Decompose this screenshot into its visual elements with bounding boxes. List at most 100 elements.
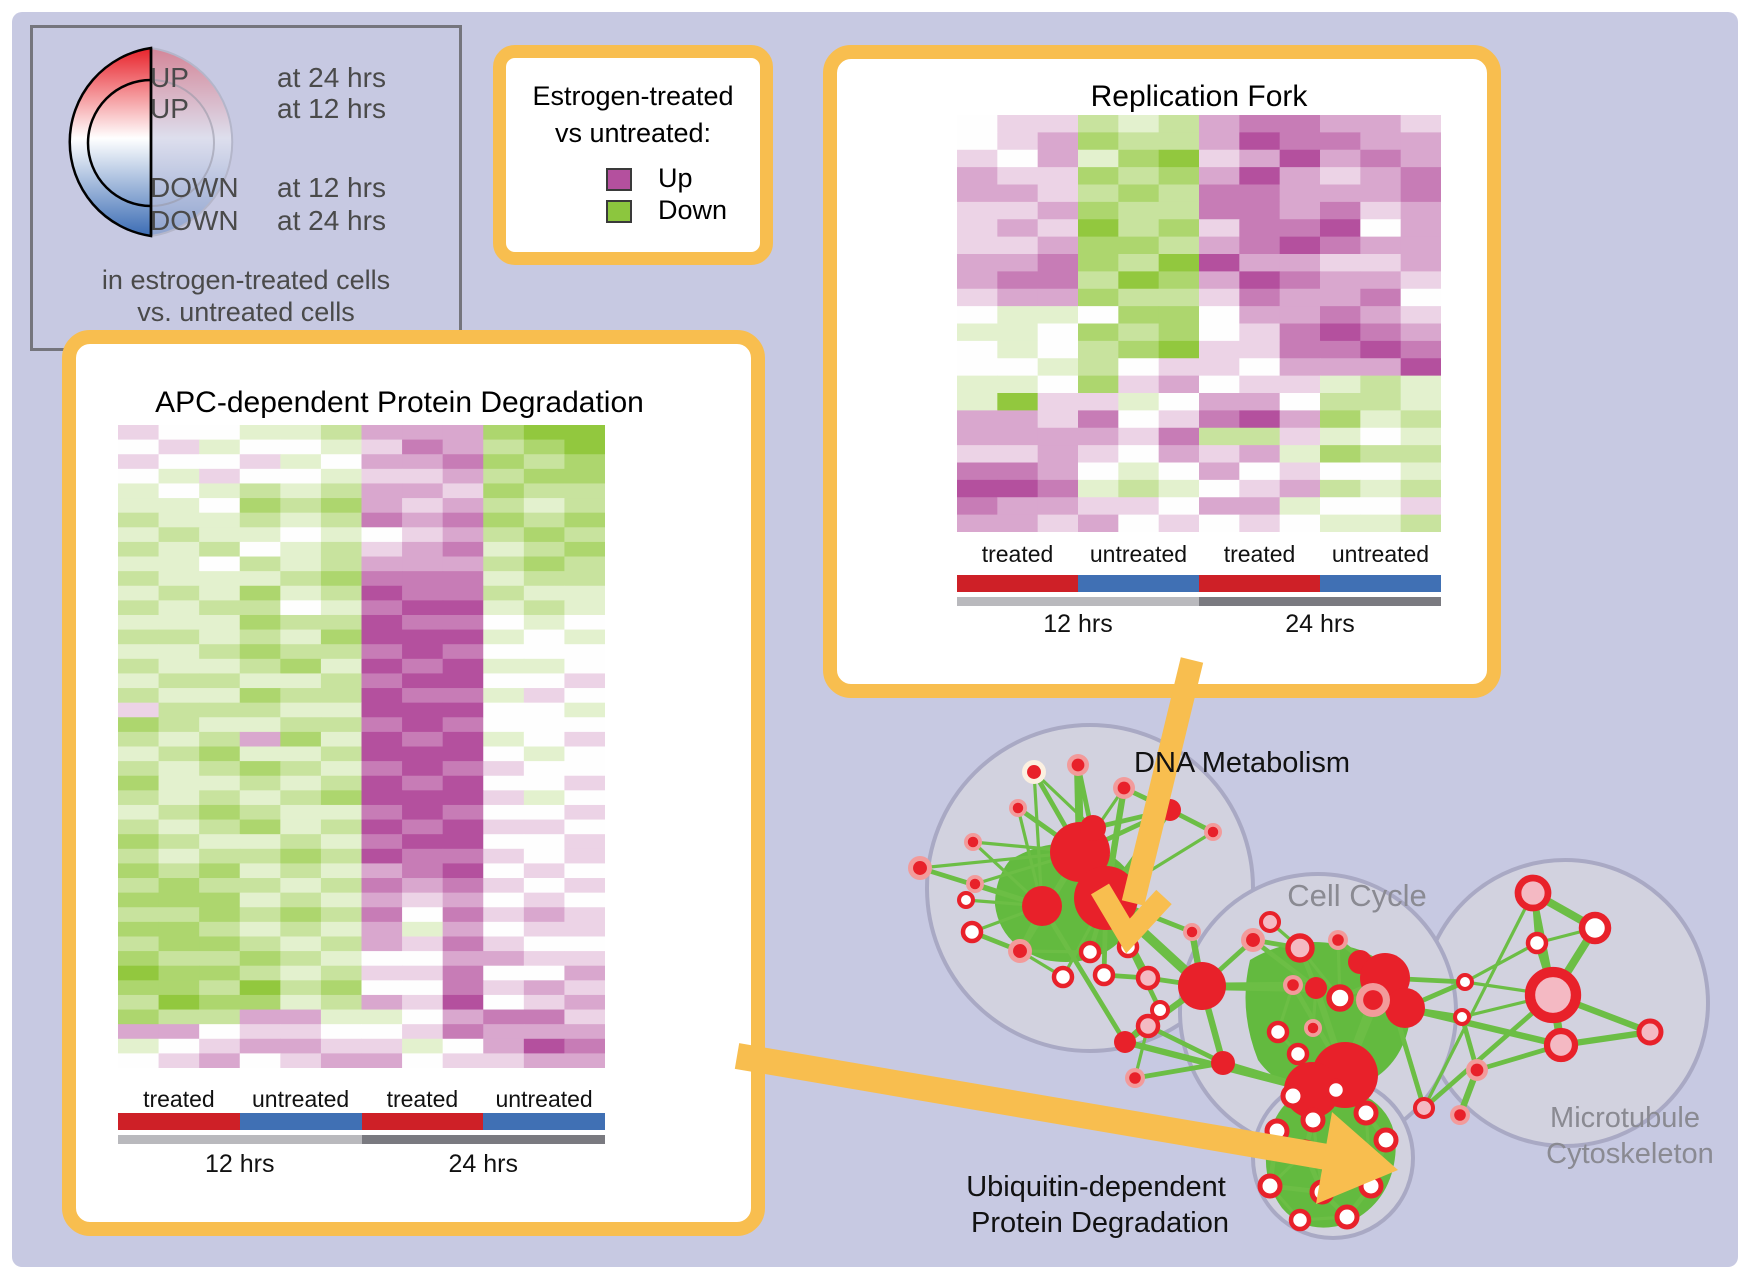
heatmap-cell — [1158, 340, 1200, 359]
network-node-core — [1117, 781, 1131, 795]
heatmap-cell — [1279, 115, 1321, 133]
heatmap-cell — [280, 892, 322, 908]
heatmap-cell — [1199, 445, 1240, 464]
network-node-core — [1129, 1072, 1141, 1084]
network-edge — [1251, 938, 1318, 990]
heatmap-cell — [1158, 115, 1200, 133]
heatmap-cell — [361, 965, 403, 981]
heatmap-cell — [199, 1053, 241, 1068]
heatmap-cell — [402, 790, 444, 806]
heatmap-cell — [158, 614, 200, 631]
heatmap-cell — [361, 1038, 403, 1054]
heatmap-cell — [1239, 445, 1281, 464]
heatmap-cell — [1279, 219, 1321, 238]
heatmap-cell — [320, 571, 363, 587]
heatmap-cell — [239, 878, 281, 894]
heatmap-cell — [1239, 236, 1281, 255]
heatmap-cell — [199, 600, 241, 616]
heatmap-cell — [361, 819, 403, 835]
heatmap-cell — [320, 761, 363, 777]
heatmap-cell — [483, 1053, 525, 1068]
heatmap-cell — [997, 288, 1039, 307]
heatmap-cell — [523, 980, 565, 996]
heatmap-cell — [239, 688, 281, 704]
heatmap-cell — [1279, 462, 1321, 481]
ring-direction: UP — [150, 62, 189, 93]
heatmap-cell — [118, 658, 160, 674]
heatmap-cell — [239, 907, 281, 923]
callout-arrow-head — [1090, 883, 1172, 954]
heatmap-cell — [199, 775, 241, 791]
heatmap-cell — [239, 556, 281, 572]
heatmap-cell — [239, 600, 281, 616]
heatmap-cell — [280, 936, 322, 952]
heatmap-cell — [957, 219, 998, 238]
heatmap-cell — [118, 980, 160, 996]
heatmap-cell — [1320, 115, 1361, 133]
heatmap-cell — [564, 834, 605, 850]
heatmap-cell — [402, 454, 444, 470]
heatmap-cell — [1158, 323, 1200, 342]
heatmap-cell — [402, 1009, 444, 1025]
heatmap-cell — [158, 863, 200, 879]
heatmap-cell — [280, 775, 322, 791]
heatmap-cell — [320, 658, 363, 674]
heatmap-cell — [239, 585, 281, 601]
heatmap-cell — [564, 819, 605, 835]
replication-fork-panel: Replication Fork treated untreated treated… — [823, 45, 1501, 698]
heatmap-cell — [239, 1038, 281, 1054]
heatmap-cell — [1158, 184, 1200, 203]
heatmap-cell — [199, 483, 241, 499]
heatmap-cell — [361, 994, 403, 1011]
heatmap-cell — [483, 848, 525, 864]
heatmap-cell — [997, 184, 1039, 203]
time-bar-segment — [1199, 597, 1441, 606]
heatmap-cell — [280, 731, 322, 748]
heatmap-cell — [564, 848, 605, 864]
heatmap-cell — [402, 921, 444, 937]
heatmap-cell — [361, 804, 403, 821]
heatmap-cell — [320, 746, 363, 762]
heatmap-cell — [442, 1009, 484, 1025]
heatmap-cell — [1239, 323, 1281, 342]
heatmap-cell — [523, 688, 565, 704]
heatmap-cell — [280, 483, 322, 499]
heatmap-cell — [118, 571, 160, 587]
heatmap-cell — [1037, 167, 1079, 186]
heatmap-cell — [442, 951, 484, 967]
apc-condition-bar — [118, 1113, 605, 1130]
heatmap-cell — [1279, 167, 1321, 186]
heatmap-cell — [1199, 149, 1240, 168]
heatmap-cell — [280, 556, 322, 572]
heatmap-cell — [442, 834, 484, 850]
heatmap-cell — [1360, 462, 1402, 481]
heatmap-cell — [1360, 254, 1402, 272]
heatmap-cell — [1279, 306, 1321, 325]
heatmap-cell — [361, 571, 403, 587]
network-node — [1080, 815, 1106, 841]
heatmap-group-label: untreated — [1331, 541, 1430, 567]
heatmap-cell — [1400, 167, 1441, 186]
heatmap-cell — [402, 585, 444, 601]
heatmap-cell — [1078, 514, 1119, 532]
heatmap-cell — [199, 468, 241, 484]
heatmap-cell — [280, 804, 322, 821]
heatmap-cell — [118, 425, 160, 441]
apc-time-labels: 12 hrs 24 hrs — [118, 1150, 605, 1179]
heatmap-cell — [320, 702, 363, 718]
heatmap-cell — [957, 254, 998, 272]
network-node — [1078, 940, 1102, 964]
network-edge — [1032, 771, 1044, 907]
heatmap-cell — [402, 819, 444, 835]
heatmap-cell — [199, 541, 241, 558]
condition-bar-segment — [118, 1113, 240, 1130]
condition-bar-segment — [361, 1113, 484, 1130]
heatmap-cell — [997, 219, 1039, 238]
heatmap-cell — [523, 907, 565, 923]
heatmap-cell — [1320, 219, 1361, 238]
heatmap-cell — [1239, 340, 1281, 359]
heatmap-cell — [523, 483, 565, 499]
heatmap-cell — [1400, 393, 1441, 411]
color-key-title-line2: vs untreated: — [554, 118, 712, 148]
